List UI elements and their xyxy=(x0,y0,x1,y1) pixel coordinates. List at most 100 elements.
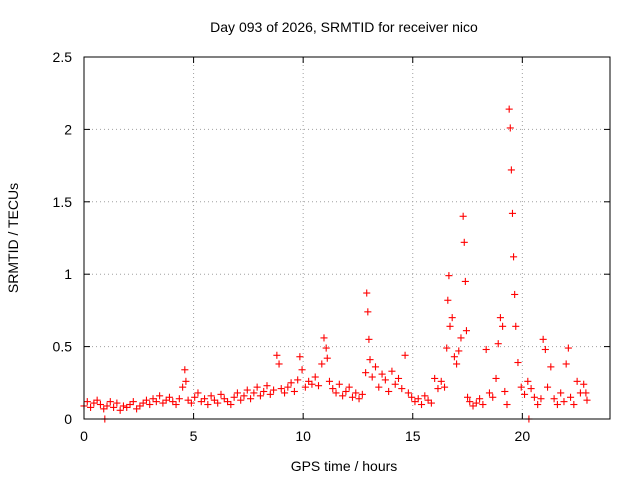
data-point xyxy=(362,369,370,377)
data-point xyxy=(365,335,373,343)
data-point xyxy=(564,344,572,352)
data-point xyxy=(275,360,283,368)
data-point xyxy=(485,389,494,397)
data-point xyxy=(417,400,426,409)
data-point xyxy=(371,363,380,371)
data-point xyxy=(332,389,340,397)
data-point xyxy=(87,403,95,411)
data-point xyxy=(455,347,463,355)
data-point xyxy=(517,383,525,391)
data-point xyxy=(287,379,295,387)
data-point xyxy=(355,395,363,403)
data-point xyxy=(450,353,458,361)
data-point xyxy=(329,385,337,393)
data-point xyxy=(512,322,520,330)
data-point xyxy=(204,400,212,409)
data-point xyxy=(543,383,552,391)
data-point xyxy=(560,398,568,406)
data-point xyxy=(172,400,180,409)
data-point xyxy=(175,395,183,403)
data-point xyxy=(187,399,195,407)
y-tick-label: 2.5 xyxy=(53,49,73,65)
data-point xyxy=(404,389,412,397)
data-point xyxy=(401,351,409,359)
data-point xyxy=(476,395,484,403)
data-point xyxy=(106,398,114,406)
data-point xyxy=(580,380,588,388)
data-point xyxy=(443,344,451,352)
data-point xyxy=(457,334,465,342)
data-point xyxy=(290,387,298,396)
data-point xyxy=(391,380,399,388)
data-point xyxy=(301,383,309,391)
data-point xyxy=(294,376,302,384)
data-point xyxy=(514,358,522,367)
data-point xyxy=(583,396,591,404)
data-point xyxy=(207,392,215,400)
data-point xyxy=(440,383,449,391)
data-point xyxy=(305,377,313,385)
data-point xyxy=(184,396,192,404)
data-point xyxy=(499,322,507,330)
data-point xyxy=(152,398,160,406)
data-point xyxy=(266,390,274,398)
data-point xyxy=(162,396,170,404)
data-point xyxy=(527,385,535,393)
data-point xyxy=(165,393,174,401)
data-point xyxy=(503,400,511,409)
data-point xyxy=(460,238,468,246)
data-point xyxy=(197,398,205,406)
y-tick-label: 0 xyxy=(64,411,72,427)
data-point xyxy=(214,399,222,407)
data-point xyxy=(472,399,480,407)
data-point xyxy=(308,380,316,388)
data-point xyxy=(506,124,514,132)
data-point xyxy=(394,374,403,383)
grid-layer xyxy=(84,57,610,419)
data-point xyxy=(90,399,98,407)
data-point xyxy=(550,395,558,403)
data-point xyxy=(469,402,477,410)
data-point xyxy=(136,402,144,410)
data-point xyxy=(179,383,187,391)
data-point xyxy=(142,396,151,404)
data-point xyxy=(445,272,453,280)
data-point xyxy=(348,393,357,401)
data-point xyxy=(284,383,292,391)
data-point xyxy=(224,398,232,406)
data-point xyxy=(126,400,134,409)
data-point xyxy=(96,400,104,409)
data-point xyxy=(358,390,366,398)
data-point xyxy=(582,389,590,397)
data-point xyxy=(237,396,245,404)
data-point xyxy=(368,373,376,381)
data-point xyxy=(378,370,386,378)
data-point xyxy=(256,392,264,400)
data-point xyxy=(116,406,124,414)
data-point xyxy=(250,389,258,397)
data-point xyxy=(375,383,383,391)
x-tick-label: 20 xyxy=(515,428,531,444)
data-point xyxy=(260,387,268,396)
data-point xyxy=(93,396,101,404)
data-point xyxy=(159,399,167,407)
data-point xyxy=(553,400,561,409)
data-point xyxy=(318,360,326,368)
data-point xyxy=(342,387,350,396)
data-point xyxy=(100,405,108,413)
data-point xyxy=(139,399,147,407)
data-point xyxy=(388,367,396,375)
data-point xyxy=(339,392,347,400)
data-point xyxy=(146,400,154,409)
y-tick-label: 1.5 xyxy=(53,194,73,210)
data-point xyxy=(424,396,432,404)
data-point xyxy=(466,398,474,406)
data-point xyxy=(169,398,177,406)
data-point xyxy=(534,400,542,409)
data-point xyxy=(398,385,406,393)
data-point xyxy=(562,360,570,368)
data-point xyxy=(510,253,518,261)
data-point xyxy=(227,400,235,409)
y-axis-label: SRMTID / TECUs xyxy=(5,183,21,293)
